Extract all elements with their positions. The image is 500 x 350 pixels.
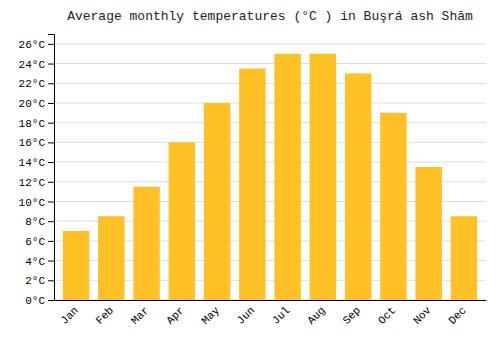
y-tick: 4°C [25, 256, 54, 268]
y-tick-label: 8°C [25, 216, 45, 228]
x-tick-label: Jan [58, 304, 80, 326]
x-tick: Jul [270, 304, 292, 326]
y-tick-label: 6°C [25, 236, 45, 248]
x-tick: May [199, 304, 222, 327]
y-tick: 14°C [19, 157, 54, 169]
bar [415, 167, 441, 300]
grid-line [54, 122, 486, 123]
x-tick: Nov [411, 304, 434, 327]
y-tick: 16°C [19, 137, 54, 149]
x-tick: Jan [58, 304, 80, 326]
x-tick-label: Mar [129, 304, 151, 326]
x-tick-label: Nov [411, 304, 434, 327]
x-axis-line [55, 300, 487, 301]
y-tick-mark [48, 261, 54, 262]
bar [345, 73, 371, 300]
grid-line [54, 43, 486, 44]
x-tick: Feb [94, 304, 116, 326]
y-tick: 10°C [19, 197, 54, 209]
y-tick-label: 0°C [25, 295, 45, 307]
y-tick-label: 2°C [25, 275, 45, 287]
y-tick-mark [48, 103, 54, 104]
x-tick: Jun [235, 304, 257, 326]
x-tick-label: Apr [164, 304, 186, 326]
y-tick-mark [48, 300, 54, 301]
y-tick-label: 24°C [19, 59, 46, 71]
x-tick: Dec [446, 304, 468, 326]
y-tick-mark [48, 182, 54, 183]
y-tick-label: 10°C [19, 197, 46, 209]
y-tick: 8°C [25, 216, 54, 228]
y-tick: 2°C [25, 275, 54, 287]
x-tick-label: Aug [305, 304, 327, 326]
y-tick: 6°C [25, 236, 54, 248]
x-tick: Mar [129, 304, 151, 326]
y-tick: 24°C [19, 59, 54, 71]
y-tick-label: 4°C [25, 256, 45, 268]
grid-line [54, 83, 486, 84]
y-tick-mark [48, 241, 54, 242]
bar [204, 103, 230, 300]
title: Average monthly temperatures (°C ) in Bu… [67, 9, 473, 24]
y-tick: 18°C [19, 118, 54, 130]
x-tick-label: Oct [376, 304, 398, 326]
y-tick-mark [48, 64, 54, 65]
x-tick-label: May [199, 304, 222, 327]
x-tick-label: Feb [94, 304, 116, 326]
bar [310, 54, 336, 300]
y-tick-label: 26°C [19, 39, 46, 51]
grid-line [54, 63, 486, 64]
x-tick-label: Sep [341, 304, 363, 326]
bar [133, 187, 159, 300]
bar [169, 142, 195, 300]
y-tick: 26°C [19, 39, 54, 51]
x-tick-label: Jul [270, 304, 292, 326]
bar [63, 231, 89, 300]
y-tick-mark [48, 162, 54, 163]
bar [380, 113, 406, 300]
y-tick: 0°C [25, 295, 54, 307]
x-tick: Oct [376, 304, 398, 326]
x-tick-label: Dec [446, 304, 468, 326]
y-tick: 12°C [19, 177, 54, 189]
y-tick-mark [48, 221, 54, 222]
grid-line [54, 142, 486, 143]
x-tick: Aug [305, 304, 327, 326]
grid [54, 44, 486, 300]
y-tick-mark [48, 201, 54, 202]
bar [451, 216, 477, 300]
grid-line [54, 162, 486, 163]
chart: 0°C 2°C 4°C 6°C 8°C 10°C 12°C 14°C 16°C 18°C 20°C 2… [0, 0, 500, 350]
y-tick: 20°C [19, 98, 54, 110]
x-tick: Apr [164, 304, 186, 326]
x-axis: Jan Feb Mar Apr May Jun Jul Aug Sep Oct Nov Dec [55, 301, 487, 327]
y-tick-label: 14°C [19, 157, 46, 169]
y-tick-mark [48, 280, 54, 281]
y-tick-label: 20°C [19, 98, 46, 110]
y-tick-mark [48, 123, 54, 124]
y-tick-label: 18°C [19, 118, 46, 130]
y-tick-label: 16°C [19, 137, 46, 149]
y-tick-mark [48, 142, 54, 143]
y-axis: 0°C 2°C 4°C 6°C 8°C 10°C 12°C 14°C 16°C 18°C 20°C 2… [19, 35, 55, 308]
bar [98, 216, 124, 300]
y-tick-label: 12°C [19, 177, 46, 189]
x-tick-label: Jun [235, 304, 257, 326]
grid-line [54, 102, 486, 103]
x-tick: Sep [341, 304, 363, 326]
y-tick-mark [48, 44, 54, 45]
y-tick-label: 22°C [19, 78, 46, 90]
bar [274, 54, 300, 300]
y-axis-line [48, 35, 55, 301]
bars [63, 54, 477, 300]
y-tick-mark [48, 83, 54, 84]
bar [239, 68, 265, 300]
y-tick: 22°C [19, 78, 54, 90]
